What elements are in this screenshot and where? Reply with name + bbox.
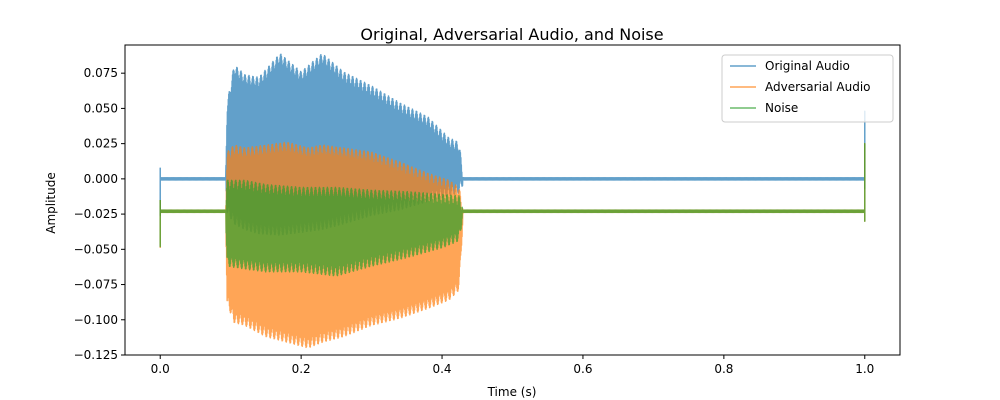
y-tick-label: 0.025 [84,137,118,151]
plot-area [159,53,866,349]
legend-entry: Adversarial Audio [765,80,871,94]
y-tick-label: −0.075 [74,278,118,292]
legend-entry: Original Audio [765,59,850,73]
y-tick-label: 0.075 [84,66,118,80]
y-axis-label: Amplitude [44,172,58,234]
x-tick-label: 0.6 [573,362,592,376]
axis-ticks: 0.0 0.2 0.4 0.6 0.8 1.0 −0.125 −0.100 −0.075 −0.0… [74,66,875,376]
y-tick-label: −0.100 [74,313,118,327]
legend-entry: Noise [765,101,798,115]
series-line-3 [159,142,866,277]
axes-frame [124,44,901,356]
x-axis-label: Time (s) [487,385,537,399]
chart-title: Original, Adversarial Audio, and Noise [360,25,663,44]
x-tick-label: 0.0 [151,362,170,376]
y-tick-label: −0.125 [74,348,118,362]
y-tick-label: 0.000 [84,172,118,186]
legend-frame [721,54,894,123]
y-tick-label: −0.025 [74,207,118,221]
y-tick-label: 0.050 [84,101,118,115]
y-tick-label: −0.050 [74,242,118,256]
legend: Original Audio Adversarial Audio Noise [721,54,894,123]
x-tick-label: 0.8 [714,362,733,376]
x-tick-label: 0.4 [432,362,451,376]
x-tick-label: 1.0 [855,362,874,376]
x-tick-label: 0.2 [292,362,311,376]
